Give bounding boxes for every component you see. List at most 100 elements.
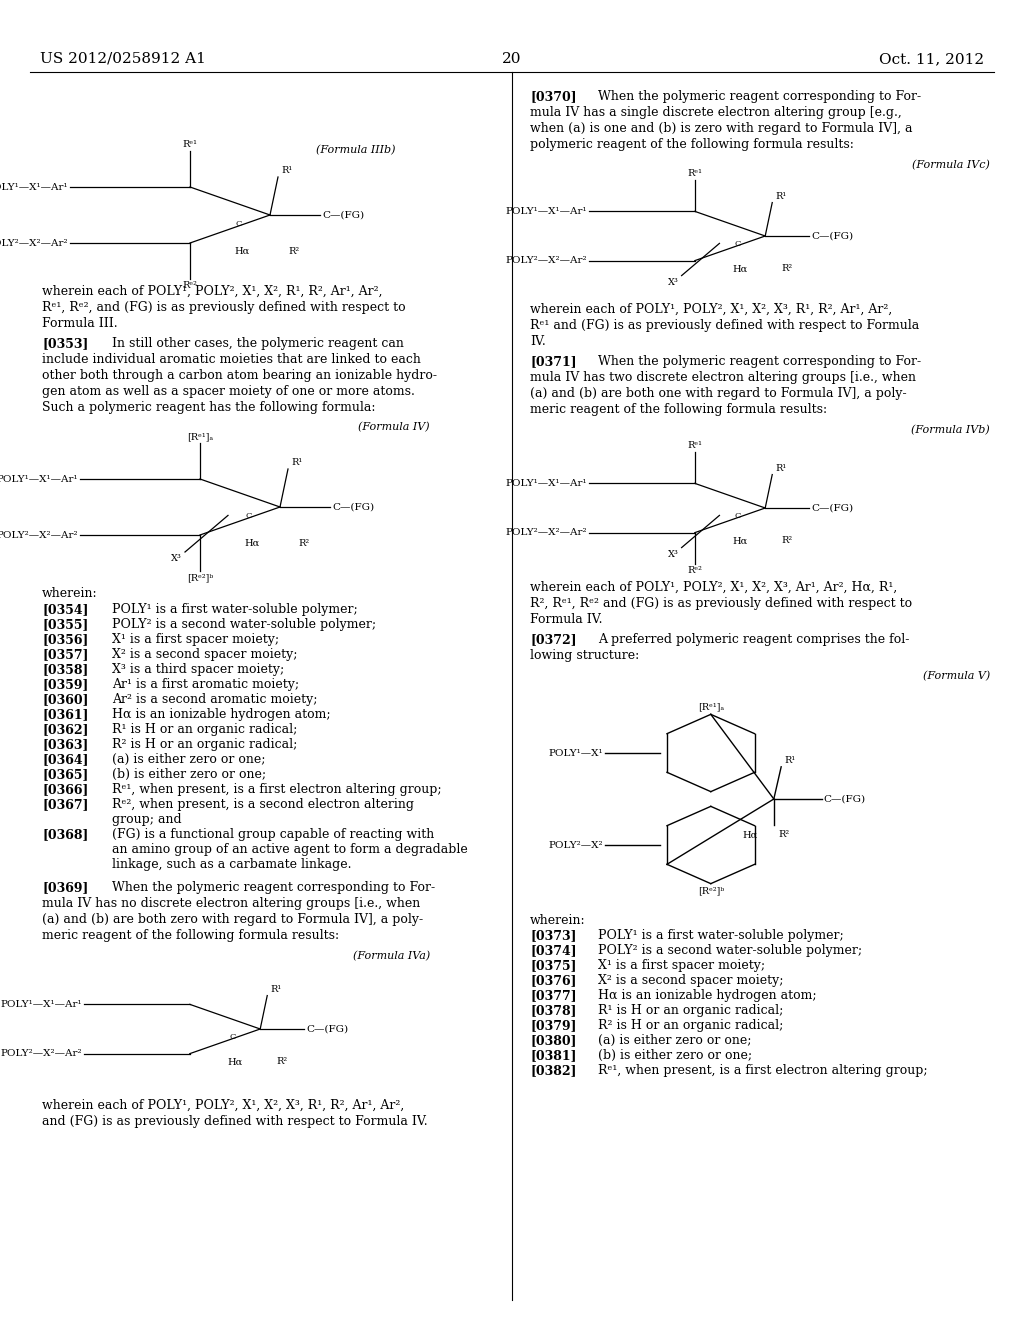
Text: [0378]: [0378] [530, 1005, 577, 1016]
Text: include individual aromatic moieties that are linked to each: include individual aromatic moieties tha… [42, 352, 421, 366]
Text: [0372]: [0372] [530, 634, 577, 645]
Text: POLY²—X²—Ar²: POLY²—X²—Ar² [0, 239, 68, 248]
Text: Formula IV.: Formula IV. [530, 612, 602, 626]
Text: Formula III.: Formula III. [42, 317, 118, 330]
Text: wherein:: wherein: [530, 913, 586, 927]
Text: [0366]: [0366] [42, 783, 88, 796]
Text: (a) is either zero or one;: (a) is either zero or one; [112, 752, 265, 766]
Text: (b) is either zero or one;: (b) is either zero or one; [112, 768, 266, 781]
Text: Hα: Hα [732, 536, 748, 545]
Text: R²: R² [276, 1057, 287, 1067]
Text: POLY¹ is a first water-soluble polymer;: POLY¹ is a first water-soluble polymer; [112, 603, 357, 616]
Text: C—(FG): C—(FG) [332, 503, 374, 511]
Text: POLY¹—X¹: POLY¹—X¹ [549, 748, 603, 758]
Text: C—(FG): C—(FG) [823, 795, 865, 804]
Text: POLY² is a second water-soluble polymer;: POLY² is a second water-soluble polymer; [112, 618, 376, 631]
Text: [0364]: [0364] [42, 752, 88, 766]
Text: X³: X³ [171, 554, 182, 564]
Text: (Formula IIIb): (Formula IIIb) [315, 145, 395, 156]
Text: [0368]: [0368] [42, 828, 88, 841]
Text: C—(FG): C—(FG) [322, 210, 365, 219]
Text: X² is a second spacer moiety;: X² is a second spacer moiety; [112, 648, 298, 661]
Text: R², Rᵉ¹, Rᵉ² and (FG) is as previously defined with respect to: R², Rᵉ¹, Rᵉ² and (FG) is as previously d… [530, 597, 912, 610]
Text: [0358]: [0358] [42, 663, 88, 676]
Text: Hα: Hα [227, 1057, 243, 1067]
Text: other both through a carbon atom bearing an ionizable hydro-: other both through a carbon atom bearing… [42, 370, 437, 381]
Text: R¹: R¹ [775, 191, 786, 201]
Text: [0360]: [0360] [42, 693, 88, 706]
Text: X³: X³ [668, 549, 679, 558]
Text: C—(FG): C—(FG) [811, 503, 853, 512]
Text: Hα is an ionizable hydrogen atom;: Hα is an ionizable hydrogen atom; [598, 989, 816, 1002]
Text: R¹: R¹ [291, 458, 302, 467]
Text: POLY¹—X¹—Ar¹: POLY¹—X¹—Ar¹ [0, 474, 78, 483]
Text: [0381]: [0381] [530, 1049, 577, 1063]
Text: POLY¹—X¹—Ar¹: POLY¹—X¹—Ar¹ [0, 182, 68, 191]
Text: mula IV has a single discrete electron altering group [e.g.,: mula IV has a single discrete electron a… [530, 106, 902, 119]
Text: R¹: R¹ [281, 166, 292, 176]
Text: (Formula IVb): (Formula IVb) [911, 425, 990, 436]
Text: POLY¹—X¹—Ar¹: POLY¹—X¹—Ar¹ [506, 207, 587, 216]
Text: [0357]: [0357] [42, 648, 88, 661]
Text: Rᵉ¹: Rᵉ¹ [687, 169, 702, 178]
Text: IV.: IV. [530, 335, 546, 348]
Text: R²: R² [778, 830, 790, 840]
Text: POLY²—X²—Ar²: POLY²—X²—Ar² [1, 1049, 82, 1059]
Text: R²: R² [298, 539, 309, 548]
Text: [0374]: [0374] [530, 944, 577, 957]
Text: C—(FG): C—(FG) [811, 231, 853, 240]
Text: Hα: Hα [234, 247, 250, 256]
Text: (a) and (b) are both zero with regard to Formula IV], a poly-: (a) and (b) are both zero with regard to… [42, 913, 423, 927]
Text: (FG) is a functional group capable of reacting with: (FG) is a functional group capable of re… [112, 828, 434, 841]
Text: an amino group of an active agent to form a degradable: an amino group of an active agent to for… [112, 843, 468, 855]
Text: [0359]: [0359] [42, 678, 88, 690]
Text: R¹ is H or an organic radical;: R¹ is H or an organic radical; [112, 723, 297, 737]
Text: wherein:: wherein: [42, 587, 97, 601]
Text: group; and: group; and [112, 813, 181, 826]
Text: [0353]: [0353] [42, 337, 88, 350]
Text: C: C [734, 512, 740, 520]
Text: X¹ is a first spacer moiety;: X¹ is a first spacer moiety; [112, 634, 280, 645]
Text: In still other cases, the polymeric reagent can: In still other cases, the polymeric reag… [112, 337, 403, 350]
Text: wherein each of POLY¹, POLY², X¹, X², X³, Ar¹, Ar², Hα, R¹,: wherein each of POLY¹, POLY², X¹, X², X³… [530, 581, 897, 594]
Text: when (a) is one and (b) is zero with regard to Formula IV], a: when (a) is one and (b) is zero with reg… [530, 121, 912, 135]
Text: (a) and (b) are both one with regard to Formula IV], a poly-: (a) and (b) are both one with regard to … [530, 387, 906, 400]
Text: [0355]: [0355] [42, 618, 88, 631]
Text: C: C [234, 220, 242, 228]
Text: X³ is a third spacer moiety;: X³ is a third spacer moiety; [112, 663, 285, 676]
Text: Rᵉ¹: Rᵉ¹ [687, 441, 702, 450]
Text: [0362]: [0362] [42, 723, 88, 737]
Text: R¹: R¹ [775, 463, 786, 473]
Text: When the polymeric reagent corresponding to For-: When the polymeric reagent corresponding… [598, 355, 922, 368]
Text: POLY²—X²—Ar²: POLY²—X²—Ar² [0, 531, 78, 540]
Text: Rᵉ²: Rᵉ² [687, 566, 702, 576]
Text: wherein each of POLY¹, POLY², X¹, X², X³, R¹, R², Ar¹, Ar²,: wherein each of POLY¹, POLY², X¹, X², X³… [530, 304, 892, 315]
Text: (Formula IVa): (Formula IVa) [352, 950, 430, 961]
Text: X³: X³ [668, 277, 679, 286]
Text: Such a polymeric reagent has the following formula:: Such a polymeric reagent has the followi… [42, 401, 376, 414]
Text: R² is H or an organic radical;: R² is H or an organic radical; [598, 1019, 783, 1032]
Text: [0373]: [0373] [530, 929, 577, 942]
Text: POLY²—X²—Ar²: POLY²—X²—Ar² [506, 528, 587, 537]
Text: R² is H or an organic radical;: R² is H or an organic radical; [112, 738, 297, 751]
Text: [0354]: [0354] [42, 603, 88, 616]
Text: [0377]: [0377] [530, 989, 577, 1002]
Text: [0379]: [0379] [530, 1019, 577, 1032]
Text: polymeric reagent of the following formula results:: polymeric reagent of the following formu… [530, 139, 854, 150]
Text: [Rᵉ²]ᵇ: [Rᵉ²]ᵇ [697, 887, 724, 896]
Text: [0367]: [0367] [42, 799, 88, 810]
Text: (a) is either zero or one;: (a) is either zero or one; [598, 1034, 752, 1047]
Text: [0371]: [0371] [530, 355, 577, 368]
Text: meric reagent of the following formula results:: meric reagent of the following formula r… [530, 403, 827, 416]
Text: R¹: R¹ [270, 985, 282, 994]
Text: POLY¹—X¹—Ar¹: POLY¹—X¹—Ar¹ [506, 479, 587, 488]
Text: R¹ is H or an organic radical;: R¹ is H or an organic radical; [598, 1005, 783, 1016]
Text: [0363]: [0363] [42, 738, 88, 751]
Text: Rᵉ¹, Rᵉ², and (FG) is as previously defined with respect to: Rᵉ¹, Rᵉ², and (FG) is as previously defi… [42, 301, 406, 314]
Text: A preferred polymeric reagent comprises the fol-: A preferred polymeric reagent comprises … [598, 634, 909, 645]
Text: [0382]: [0382] [530, 1064, 577, 1077]
Text: Hα: Hα [732, 264, 748, 273]
Text: [Rᵉ¹]ₐ: [Rᵉ¹]ₐ [187, 432, 213, 441]
Text: POLY¹—X¹—Ar¹: POLY¹—X¹—Ar¹ [1, 999, 82, 1008]
Text: Hα is an ionizable hydrogen atom;: Hα is an ionizable hydrogen atom; [112, 708, 331, 721]
